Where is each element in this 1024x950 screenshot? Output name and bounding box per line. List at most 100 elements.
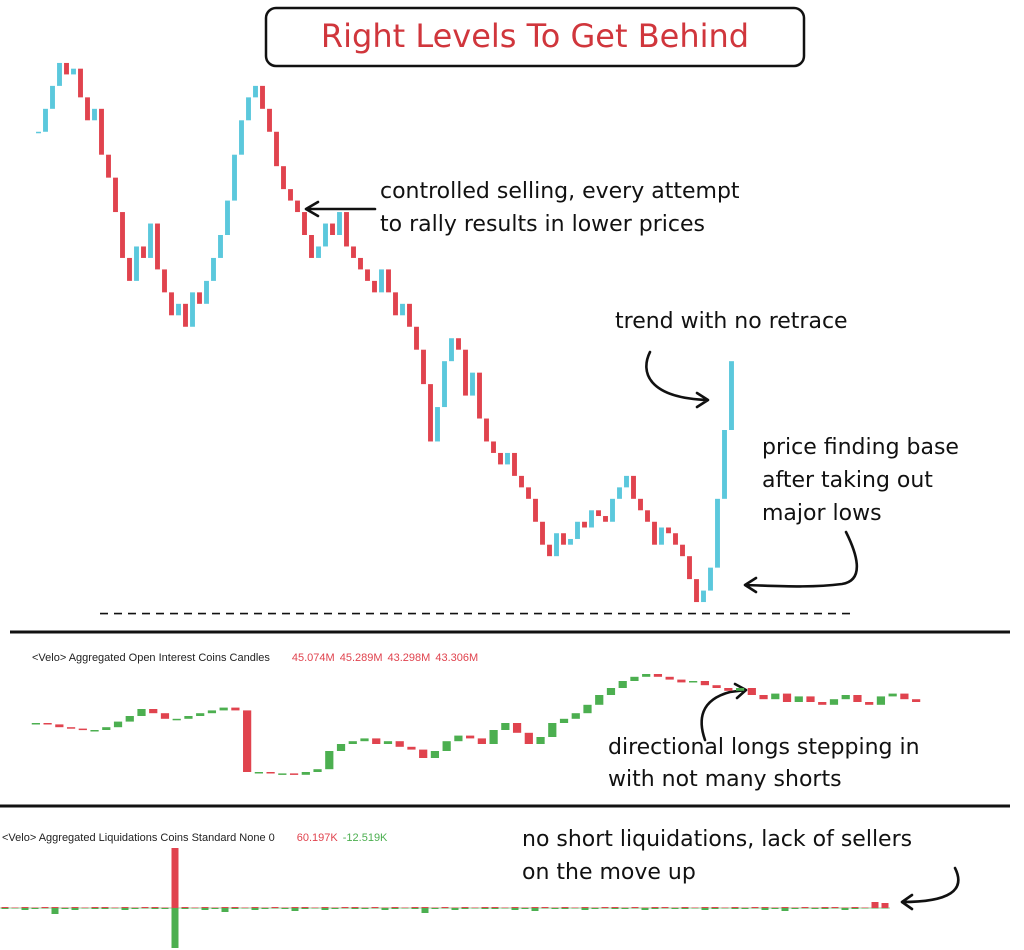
short-liquidation-bar [371, 908, 379, 909]
long-liquidation-bar [501, 907, 509, 908]
indicator-reading: 45.074M [292, 652, 335, 664]
candle [631, 475, 636, 499]
candle [400, 303, 405, 316]
long-liquidation-bar [871, 902, 879, 908]
candle [630, 676, 639, 681]
long-liquidation-bar [431, 907, 439, 908]
candle [610, 498, 615, 522]
candle [449, 338, 454, 362]
candle [414, 326, 419, 350]
arrow [645, 350, 710, 409]
short-liquidation-bar [331, 908, 339, 909]
title-box [264, 6, 806, 68]
annotation: price finding base [762, 435, 959, 460]
short-liquidation-bar [61, 908, 69, 909]
long-liquidation-bar [541, 907, 549, 908]
long-liquidation-bar [271, 907, 279, 908]
indicator-reading: 43.306M [435, 652, 478, 664]
long-liquidation-bar [61, 907, 69, 908]
candle [106, 154, 111, 178]
long-liquidation-bar [851, 907, 859, 908]
long-liquidation-bar [681, 907, 689, 908]
candle [865, 702, 874, 705]
candle [274, 131, 279, 167]
candle [407, 746, 416, 750]
candle [724, 688, 733, 691]
short-liquidation-bar [621, 908, 629, 909]
short-liquidation-bar [221, 908, 229, 912]
long-liquidation-bar [301, 907, 309, 908]
candle [524, 732, 533, 744]
short-liquidation-bar [691, 908, 699, 909]
candle [735, 688, 745, 691]
candle [818, 702, 827, 705]
candle [729, 361, 734, 430]
annotation: after taking out [762, 468, 933, 493]
short-liquidation-bar [441, 908, 449, 909]
candle [281, 166, 286, 190]
short-liquidation-bar [261, 908, 269, 909]
candle [71, 68, 76, 75]
short-liquidation-bar [821, 908, 829, 909]
candle [196, 713, 205, 716]
candle [323, 223, 328, 247]
candle [92, 108, 97, 121]
short-liquidation-bar [21, 908, 29, 910]
candle [526, 487, 531, 499]
long-liquidation-bar [191, 907, 199, 908]
short-liquidation-bar [491, 908, 499, 909]
candle [618, 681, 627, 688]
short-liquidation-bar [581, 908, 589, 910]
candle [137, 709, 146, 716]
short-liquidation-bar [511, 908, 519, 910]
candle [466, 735, 475, 739]
short-liquidation-bar [291, 908, 299, 911]
candle [43, 108, 48, 132]
short-liquidation-bar [881, 908, 889, 909]
short-liquidation-bar [761, 908, 769, 910]
long-liquidation-bar [601, 907, 609, 908]
candle [841, 695, 850, 700]
candle [559, 718, 569, 723]
candle [491, 441, 496, 453]
candle [759, 695, 768, 700]
short-liquidation-bar [781, 908, 789, 911]
candle [554, 533, 559, 557]
candle [771, 693, 780, 700]
candle [498, 452, 503, 465]
candle [463, 349, 468, 396]
candle [169, 292, 174, 316]
short-liquidation-bar [211, 908, 219, 909]
short-liquidation-bar [401, 908, 409, 909]
short-liquidation-bar [51, 908, 59, 914]
candle [90, 730, 99, 732]
indicator-reading: 45.289M [340, 652, 383, 664]
candle [582, 521, 587, 528]
candle [243, 710, 252, 772]
long-liquidation-bar [691, 907, 699, 908]
candle [336, 744, 346, 751]
candle [120, 212, 125, 258]
candle [301, 772, 310, 775]
candle [197, 292, 202, 304]
long-liquidation-bar [111, 907, 119, 908]
candle [278, 773, 287, 775]
long-liquidation-bar [531, 907, 539, 908]
candle [231, 707, 240, 711]
candle [477, 372, 482, 419]
candle [125, 716, 134, 722]
long-liquidation-bar [751, 907, 759, 908]
candle [372, 280, 377, 293]
annotation: on the move up [522, 860, 696, 885]
candle [536, 737, 545, 744]
long-liquidation-bar [841, 907, 849, 908]
short-liquidation-bar [841, 908, 849, 910]
candle [31, 723, 40, 725]
long-liquidation-bar [21, 907, 29, 908]
long-liquidation-bar [101, 907, 109, 908]
candle [430, 751, 440, 758]
indicator-reading: -12.519K [343, 832, 388, 844]
short-liquidation-bar [861, 908, 869, 909]
annotation: trend with no retrace [615, 309, 848, 334]
long-liquidation-bar [121, 907, 129, 908]
